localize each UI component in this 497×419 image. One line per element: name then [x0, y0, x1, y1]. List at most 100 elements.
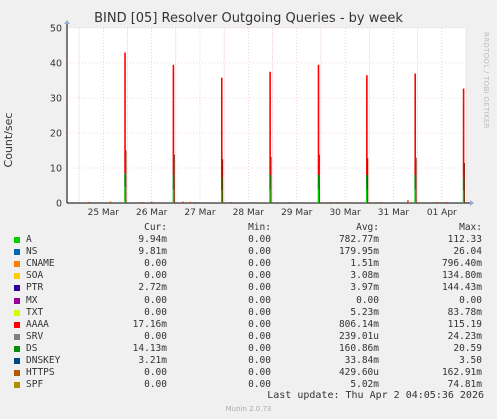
- legend-header-min: Min:: [248, 222, 271, 233]
- legend-avg-value: 33.84m: [344, 355, 379, 367]
- legend-header-max: Max:: [459, 222, 482, 233]
- x-tick-label: 28 Mar: [233, 208, 265, 218]
- legend-series-name: PTR: [26, 282, 44, 294]
- x-tick-label: 31 Mar: [378, 208, 410, 218]
- legend-swatch: [14, 297, 20, 304]
- legend-min-value: 0.00: [248, 355, 271, 367]
- legend-swatch: [14, 285, 20, 292]
- munin-version: Munin 2.0.73: [225, 405, 272, 413]
- legend-max-value: 134.80m: [441, 270, 482, 282]
- legend-row-mx: MX 0.00 0.00 0.00 0.00: [12, 295, 492, 307]
- legend-header-avg: Avg:: [356, 222, 379, 233]
- legend-min-value: 0.00: [248, 258, 271, 270]
- legend-row-txt: TXT 0.00 0.00 5.23m 83.78m: [12, 307, 492, 319]
- y-tick-label: 20: [50, 129, 62, 140]
- x-tick-label: 01 Apr: [427, 208, 457, 218]
- legend-swatch: [14, 382, 20, 389]
- legend-series-name: DNSKEY: [26, 355, 61, 367]
- legend-series-name: SPF: [26, 379, 44, 391]
- legend-row-spf: SPF 0.00 0.00 5.02m 74.81m: [12, 379, 492, 391]
- legend-series-name: AAAA: [26, 318, 49, 330]
- legend-max-value: 26.04: [453, 246, 482, 258]
- legend-avg-value: 239.01u: [338, 330, 379, 342]
- legend-min-value: 0.00: [248, 330, 271, 342]
- legend-cur-value: 0.00: [144, 306, 167, 318]
- legend-max-value: 162.91m: [441, 367, 482, 379]
- legend-series-name: A: [26, 234, 32, 246]
- legend-series-name: NS: [26, 246, 38, 258]
- y-tick-label: 30: [50, 94, 62, 105]
- legend-swatch: [14, 237, 20, 244]
- legend-cur-value: 0.00: [144, 270, 167, 282]
- legend-swatch: [14, 345, 20, 352]
- legend-series-name: CNAME: [26, 258, 55, 270]
- legend-cur-value: 9.81m: [138, 246, 167, 258]
- legend-series-name: MX: [26, 294, 38, 306]
- y-tick-label: 50: [50, 24, 62, 35]
- chart-title: BIND [05] Resolver Outgoing Queries - by…: [94, 11, 403, 26]
- y-tick-label: 0: [56, 199, 62, 210]
- legend-avg-value: 0.00: [356, 294, 379, 306]
- legend-avg-value: 5.02m: [350, 379, 379, 391]
- legend-cur-value: 0.00: [144, 330, 167, 342]
- legend-row-a: A 9.94m 0.00 782.77m 112.33: [12, 234, 492, 246]
- legend-header-cur: Cur:: [144, 222, 167, 233]
- legend-swatch: [14, 370, 20, 377]
- legend-swatch: [14, 261, 20, 268]
- legend-max-value: 83.78m: [447, 306, 482, 318]
- legend-min-value: 0.00: [248, 367, 271, 379]
- legend-swatch: [14, 273, 20, 280]
- legend-cur-value: 0.00: [144, 367, 167, 379]
- legend-row-srv: SRV 0.00 0.00 239.01u 24.23m: [12, 331, 492, 343]
- legend-swatch: [14, 309, 20, 316]
- rrdtool-watermark: RRDTOOL / TOBI OETIKER: [482, 32, 490, 129]
- y-tick-label: 40: [50, 59, 62, 70]
- legend-min-value: 0.00: [248, 234, 271, 246]
- legend-max-value: 74.81m: [447, 379, 482, 391]
- chart-plot: 25 Mar 26 Mar 27 Mar 28 Mar 29 Mar 30 Mar 31 M…: [50, 20, 474, 218]
- legend-max-value: 0.00: [459, 294, 482, 306]
- legend-series-name: DS: [26, 342, 38, 354]
- legend-max-value: 144.43m: [441, 282, 482, 294]
- legend-series-name: TXT: [26, 306, 44, 318]
- legend-series-name: SRV: [26, 330, 44, 342]
- legend-cur-value: 14.13m: [132, 342, 167, 354]
- legend-row-https: HTTPS 0.00 0.00 429.60u 162.91m: [12, 367, 492, 379]
- legend-cur-value: 0.00: [144, 294, 167, 306]
- legend-avg-value: 806.14m: [338, 318, 379, 330]
- legend-row-ns: NS 9.81m 0.00 179.95m 26.04: [12, 246, 492, 258]
- legend-cur-value: 17.16m: [132, 318, 167, 330]
- x-tick-label: 27 Mar: [184, 208, 216, 218]
- legend-cur-value: 0.00: [144, 379, 167, 391]
- legend-max-value: 20.59: [453, 342, 482, 354]
- x-tick-label: 29 Mar: [281, 208, 313, 218]
- x-axis-arrow: [470, 200, 474, 206]
- x-tick-label: 26 Mar: [136, 208, 168, 218]
- legend-max-value: 24.23m: [447, 330, 482, 342]
- legend-avg-value: 5.23m: [350, 306, 379, 318]
- legend-avg-value: 3.08m: [350, 270, 379, 282]
- legend-max-value: 112.33: [447, 234, 482, 246]
- legend-min-value: 0.00: [248, 379, 271, 391]
- legend-row-aaaa: AAAA 17.16m 0.00 806.14m 115.19: [12, 319, 492, 331]
- x-tick-label: 25 Mar: [88, 208, 120, 218]
- legend-swatch: [14, 358, 20, 365]
- legend-min-value: 0.00: [248, 294, 271, 306]
- legend-avg-value: 782.77m: [338, 234, 379, 246]
- legend-avg-value: 179.95m: [338, 246, 379, 258]
- legend-avg-value: 1.51m: [350, 258, 379, 270]
- legend-max-value: 115.19: [447, 318, 482, 330]
- legend-row-dnskey: DNSKEY 3.21m 0.00 33.84m 3.50: [12, 355, 492, 367]
- legend-max-value: 796.40m: [441, 258, 482, 270]
- legend-min-value: 0.00: [248, 270, 271, 282]
- legend-cur-value: 3.21m: [138, 355, 167, 367]
- legend-max-value: 3.50: [459, 355, 482, 367]
- legend-min-value: 0.00: [248, 246, 271, 258]
- legend-min-value: 0.00: [248, 282, 271, 294]
- legend-row-ds: DS 14.13m 0.00 160.86m 20.59: [12, 343, 492, 355]
- legend-avg-value: 160.86m: [338, 342, 379, 354]
- legend-series-name: HTTPS: [26, 367, 55, 379]
- legend-min-value: 0.00: [248, 318, 271, 330]
- legend-min-value: 0.00: [248, 342, 271, 354]
- legend-min-value: 0.00: [248, 306, 271, 318]
